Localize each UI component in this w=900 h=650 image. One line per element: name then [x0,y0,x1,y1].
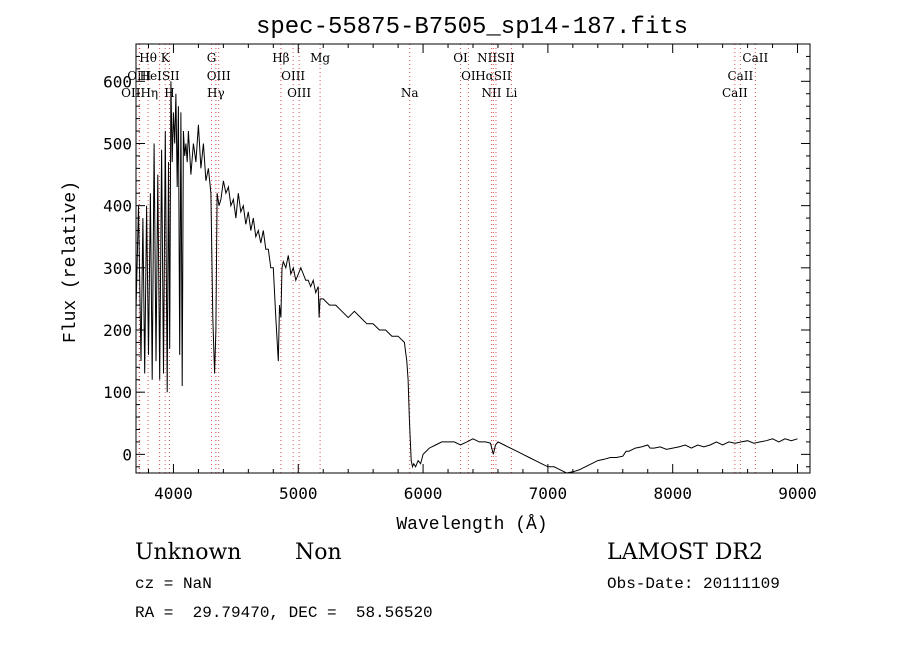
marker-label: Na [401,86,419,100]
marker-label: HeISII [140,69,180,83]
x-tick-label: 8000 [653,484,692,503]
x-tick-label: 9000 [778,484,817,503]
marker-label: Hθ [139,51,157,65]
y-tick-label: 100 [103,383,132,402]
y-tick-label: 600 [103,72,132,91]
class-text: Unknown [135,540,242,565]
spectrum-line [135,81,798,474]
marker-label: G [207,51,217,65]
marker-label: H [164,86,174,100]
marker-label: OIII [281,69,305,83]
marker-label: OI [461,69,476,83]
x-axis-label: Wavelength (Å) [396,514,547,535]
radec-text: RA = 29.79470, DEC = 58.56520 [135,604,433,622]
marker-label: Mg [310,51,330,65]
survey-text: LAMOST DR2 [607,540,763,565]
marker-label: OIIHη [121,86,158,100]
obsdate-text: Obs-Date: 20111109 [607,575,780,593]
marker-label: CaII [722,86,748,100]
marker-label: Li [506,86,518,100]
x-axis: 4000 5000 6000 7000 8000 9000 [147,44,817,503]
subclass-text: Non [295,540,342,565]
marker-label: OIII [287,86,311,100]
y-tick-label: 300 [103,259,132,278]
marker-label: OI [453,51,468,65]
x-tick-label: 5000 [279,484,318,503]
marker-label: CaII [742,51,768,65]
marker-label: Hβ [272,51,289,65]
x-tick-label: 7000 [529,484,568,503]
marker-label: NIISII [477,51,515,65]
y-axis: 0 100 200 300 400 500 600 [103,55,810,468]
chart-title: spec-55875-B7505_sp14-187.fits [256,14,688,41]
marker-label: OIII [207,69,231,83]
y-tick-label: 400 [103,197,132,216]
x-tick-label: 6000 [404,484,443,503]
y-tick-label: 0 [122,445,132,464]
cz-text: cz = NaN [135,575,212,593]
marker-label: HαSII [475,69,512,83]
x-tick-label: 4000 [154,484,193,503]
y-axis-label: Flux (relative) [61,181,81,343]
marker-label: Hγ [207,86,225,100]
y-tick-label: 200 [103,321,132,340]
plot-frame [135,43,811,474]
marker-label: CaII [727,69,753,83]
y-tick-label: 500 [103,134,132,153]
marker-label: K [161,51,171,65]
marker-label: NII [481,86,501,100]
